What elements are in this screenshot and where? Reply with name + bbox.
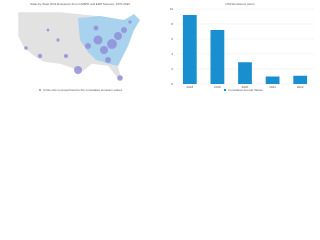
bar: [238, 62, 252, 84]
y-tick-label: 6: [171, 37, 173, 41]
bar: [210, 30, 225, 84]
bubble: [37, 53, 43, 59]
bar: [293, 75, 308, 84]
bubble: [114, 32, 122, 40]
bar: [182, 15, 197, 84]
bubble: [100, 46, 108, 54]
bar: [265, 76, 280, 84]
y-tick-label: 8: [171, 22, 173, 26]
bubble: [24, 46, 28, 50]
x-tick-label: 2020: [242, 85, 249, 89]
bubble: [105, 57, 111, 63]
bubble: [64, 54, 68, 58]
map: [17, 11, 141, 81]
map-legend-swatch: [39, 89, 41, 91]
bubble: [93, 35, 103, 45]
bubble: [56, 38, 60, 42]
x-tick-label: 2021: [269, 85, 276, 89]
x-tick-label: 2019: [214, 85, 221, 89]
y-tick-label: 0: [171, 82, 173, 86]
y-tick-label: 2: [171, 67, 173, 71]
bubble: [107, 39, 117, 49]
x-tick-label: 2018: [186, 85, 193, 89]
legend-label: Cumulative Annual Values: [228, 88, 263, 92]
map-legend: Circle size is proportional to the cumul…: [43, 88, 123, 92]
bubble: [128, 20, 132, 24]
y-tick-label: 4: [171, 52, 173, 56]
map-title: State-by-State NO2 Emissions from CAMPD …: [30, 2, 130, 6]
bubble: [121, 27, 127, 33]
bubble: [74, 66, 82, 74]
dashboard: State-by-State NO2 Emissions from CAMPD …: [0, 0, 320, 96]
bubble: [46, 28, 50, 32]
y-tick-label: 10: [170, 7, 174, 11]
x-tick-label: 2022: [297, 85, 304, 89]
bubble: [93, 25, 99, 31]
bubble: [117, 75, 123, 81]
chart-title: NO2 Emissions (tons): [225, 2, 254, 6]
legend-swatch: [224, 89, 226, 91]
bubbles: [24, 20, 132, 81]
bubble: [85, 43, 91, 49]
